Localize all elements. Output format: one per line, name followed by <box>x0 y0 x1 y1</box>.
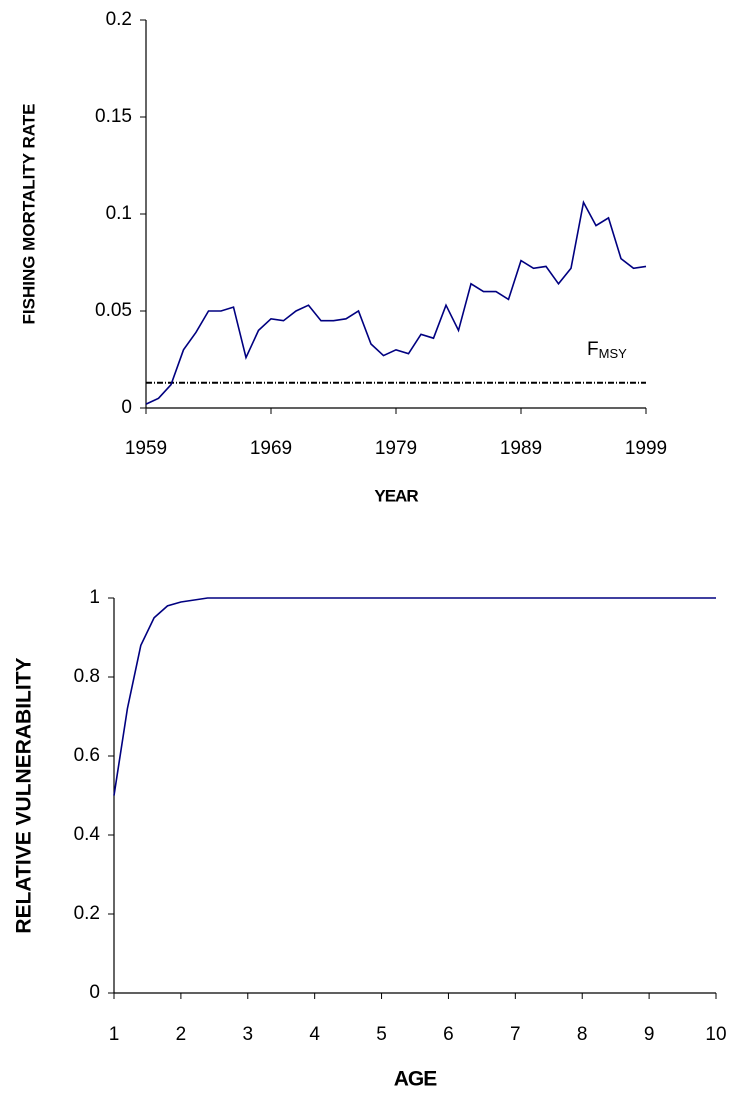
x-tick-label: 1 <box>109 1024 120 1045</box>
y-tick-label: 0.2 <box>106 9 132 30</box>
y-tick-label: 0.6 <box>74 745 100 766</box>
x-tick-label: 1969 <box>250 438 292 459</box>
chart: 0 0.05 0.1 0.15 0.2 1959 1969 1979 1989 1999 YEAR F… <box>19 9 667 505</box>
y-tick-label: 0 <box>89 982 100 1003</box>
reference-label-sub: MSY <box>599 346 628 361</box>
x-tick-label: 3 <box>242 1024 253 1045</box>
x-axis-label: YEAR <box>374 486 418 505</box>
y-tick-label: 1 <box>89 587 100 608</box>
x-tick-label: 2 <box>176 1024 187 1045</box>
y-tick-label: 0.4 <box>74 824 101 845</box>
reference-label: FMSY <box>587 339 627 361</box>
x-tick-label: 1959 <box>125 438 167 459</box>
x-tick-label: 1979 <box>375 438 417 459</box>
x-tick-label: 5 <box>376 1024 387 1045</box>
x-tick-label: 1999 <box>625 438 667 459</box>
data-line <box>145 200 647 405</box>
y-tick-label: 0.8 <box>74 666 100 687</box>
y-axis-label: RELATIVE VULNERABILITY <box>13 657 36 933</box>
x-tick-label: 8 <box>577 1024 588 1045</box>
x-tick-label: 7 <box>510 1024 521 1045</box>
reference-label-main: F <box>587 339 599 360</box>
chart: 0 0.2 0.4 0.6 0.8 1 1 2 3 4 5 6 7 8 9 10 AGE RELATIVE VUL… <box>13 587 727 1091</box>
y-tick-label: 0.15 <box>95 106 132 127</box>
y-tick-label: 0 <box>121 397 132 418</box>
x-tick-label: 10 <box>705 1024 726 1045</box>
x-tick-label: 1989 <box>500 438 542 459</box>
y-tick-label: 0.2 <box>74 903 100 924</box>
x-tick-label: 6 <box>443 1024 454 1045</box>
data-line <box>113 597 716 796</box>
y-axis-label: FISHING MORTALITY RATE <box>19 104 38 325</box>
x-tick-label: 9 <box>644 1024 655 1045</box>
x-axis-label: AGE <box>394 1068 438 1091</box>
x-tick-label: 4 <box>309 1024 320 1045</box>
y-tick-label: 0.05 <box>95 300 132 321</box>
y-tick-label: 0.1 <box>106 203 132 224</box>
